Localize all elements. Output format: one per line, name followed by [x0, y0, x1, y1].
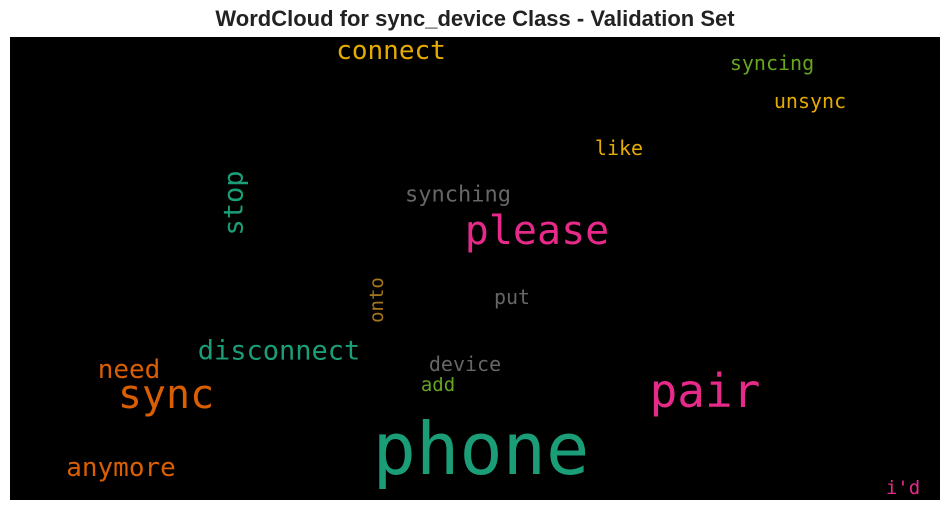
chart-title: WordCloud for sync_device Class - Valida… [215, 6, 735, 31]
word-put: put [494, 285, 530, 309]
word-onto: onto [366, 277, 388, 323]
word-need: need [98, 355, 161, 385]
word-anymore: anymore [66, 453, 176, 483]
wordcloud-svg: phone pair please sync disconnect stop connect… [10, 37, 940, 500]
word-disconnect: disconnect [198, 336, 361, 367]
word-phone: phone [373, 407, 590, 491]
word-unsync: unsync [774, 89, 846, 113]
wordcloud-background [10, 37, 940, 500]
word-like: like [595, 136, 643, 160]
word-i-d: i'd [886, 477, 920, 499]
word-add: add [421, 374, 455, 396]
wordcloud-canvas: phone pair please sync disconnect stop connect… [10, 37, 940, 500]
word-device: device [429, 352, 501, 376]
word-sync: sync [118, 372, 214, 418]
word-pair: pair [650, 364, 761, 418]
word-syncing: syncing [730, 51, 814, 75]
word-please: please [465, 208, 610, 254]
word-stop: stop [219, 170, 250, 235]
word-connect: connect [336, 37, 446, 66]
word-synching: synching [405, 183, 511, 208]
